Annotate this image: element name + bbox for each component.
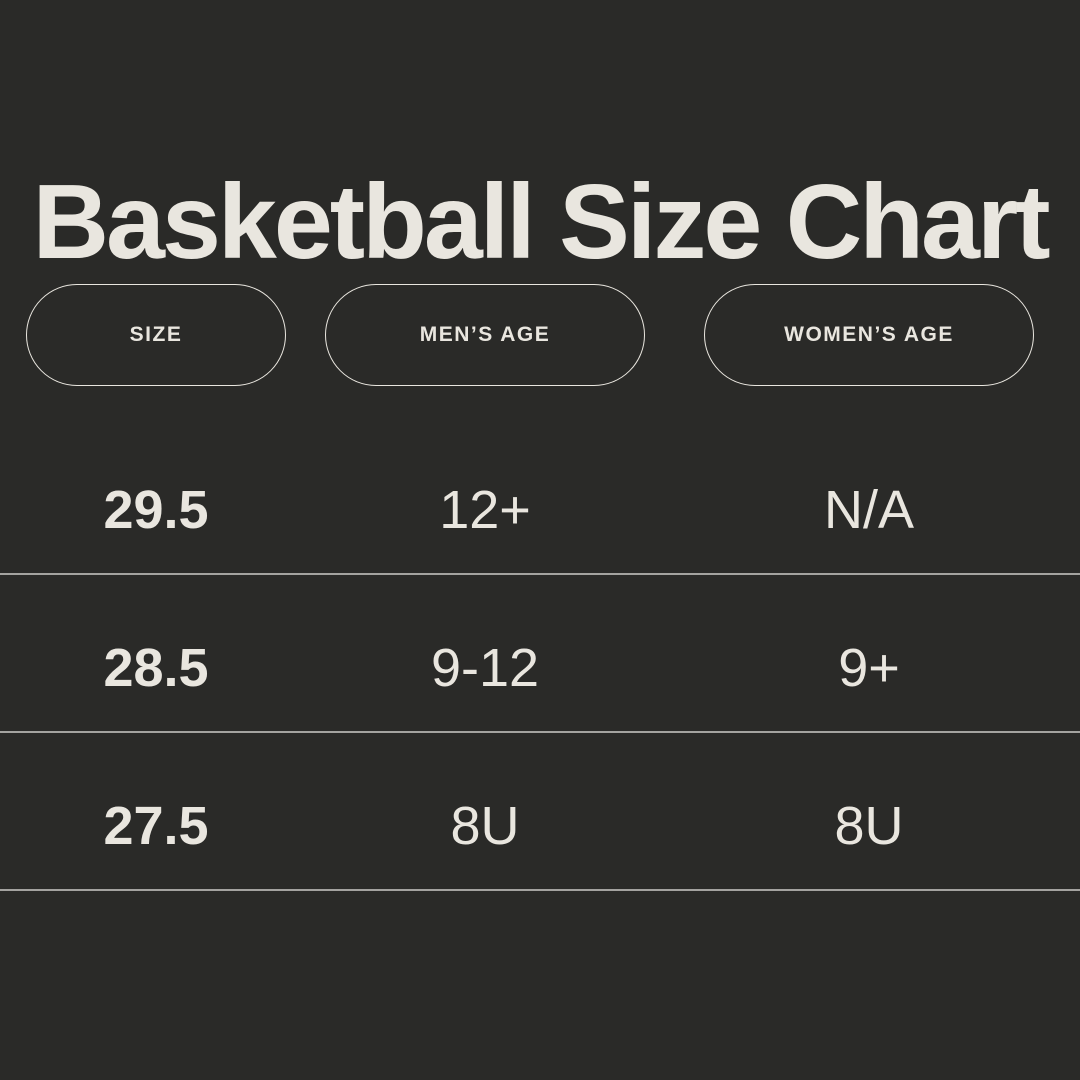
table-header-row: SIZE MEN’S AGE WOMEN’S AGE	[0, 284, 1080, 386]
cell-womens-age: N/A	[823, 480, 915, 540]
cell-size: 27.5	[103, 796, 209, 856]
cell-mens-age: 12+	[439, 480, 531, 540]
page-title: Basketball Size Chart	[32, 163, 1050, 282]
cell-mens-age: 9-12	[430, 638, 540, 698]
cell-size: 28.5	[103, 638, 209, 698]
header-label-size: SIZE	[129, 323, 183, 346]
table-body: 29.5 12+ N/A 28.5 9-12 9+ 27.5 8U 8U	[0, 417, 1080, 891]
header-label-womens-age: WOMEN’S AGE	[784, 323, 954, 346]
cell-size: 29.5	[103, 480, 209, 540]
cell-mens-age: 8U	[450, 796, 520, 856]
cell-womens-age: 8U	[834, 796, 904, 856]
header-pill-size: SIZE	[26, 284, 286, 386]
header-pill-mens-age: MEN’S AGE	[325, 284, 645, 386]
table-row: 29.5 12+ N/A	[0, 417, 1080, 575]
table-row: 28.5 9-12 9+	[0, 575, 1080, 733]
header-pill-womens-age: WOMEN’S AGE	[704, 284, 1034, 386]
cell-womens-age: 9+	[838, 638, 900, 698]
table-row: 27.5 8U 8U	[0, 733, 1080, 891]
header-label-mens-age: MEN’S AGE	[419, 323, 551, 346]
